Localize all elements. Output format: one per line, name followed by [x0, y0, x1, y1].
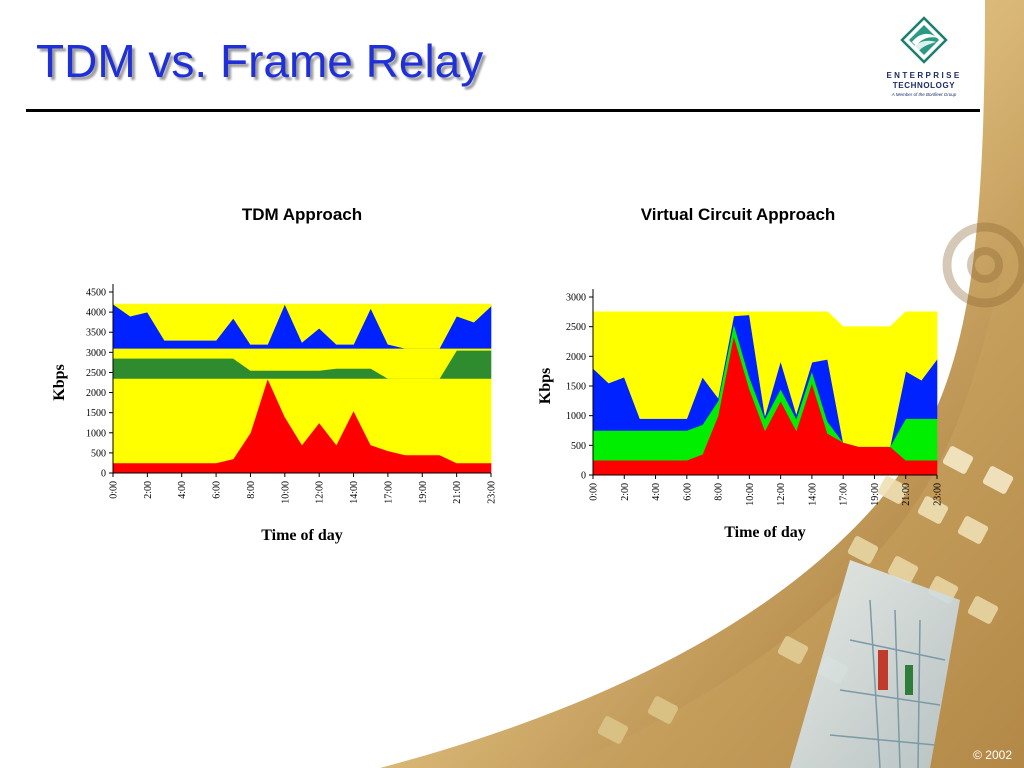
x-tick-label: 21:00 — [901, 483, 912, 506]
x-tick-label: 2:00 — [620, 483, 631, 501]
x-tick-label: 6:00 — [682, 483, 693, 501]
x-tick-label: 23:00 — [487, 481, 498, 504]
x-tick-label: 8:00 — [246, 481, 257, 499]
y-tick-label: 1500 — [86, 408, 106, 419]
copyright-text: © 2002 — [973, 748, 1012, 762]
x-axis-title: Time of day — [261, 527, 342, 544]
logo-text-line1: ENTERPRISE — [886, 71, 962, 80]
y-tick-label: 3000 — [566, 293, 586, 304]
y-tick-label: 2500 — [566, 322, 586, 333]
diamond-logo-icon — [900, 16, 948, 64]
logo-text-line3: A Member of the Bonfleet Group — [891, 92, 957, 97]
y-tick-label: 4000 — [86, 308, 106, 319]
area-series-6 — [112, 303, 492, 349]
company-logo: ENTERPRISE TECHNOLOGY A Member of the Bo… — [876, 16, 972, 100]
y-tick-label: 1000 — [566, 411, 586, 422]
x-tick-label: 12:00 — [776, 483, 787, 506]
x-tick-label: 6:00 — [212, 481, 223, 499]
x-tick-label: 17:00 — [839, 483, 850, 506]
y-tick-label: 500 — [571, 441, 586, 452]
x-axis-title: Time of day — [724, 524, 805, 541]
x-tick-label: 2:00 — [143, 481, 154, 499]
area-series-4 — [592, 311, 938, 447]
y-tick-label: 3000 — [86, 348, 106, 359]
chart-title: Virtual Circuit Approach — [641, 205, 836, 224]
y-tick-label: 3500 — [86, 328, 106, 339]
x-tick-label: 4:00 — [651, 483, 662, 501]
x-tick-label: 8:00 — [714, 483, 725, 501]
x-tick-label: 4:00 — [177, 481, 188, 499]
y-tick-label: 2000 — [86, 388, 106, 399]
y-tick-label: 1500 — [566, 382, 586, 393]
y-axis-title: Kbps — [537, 368, 554, 404]
x-tick-label: 19:00 — [418, 481, 429, 504]
chart-title: TDM Approach — [242, 205, 362, 224]
x-tick-label: 23:00 — [933, 483, 944, 506]
title-divider — [26, 109, 980, 112]
x-tick-label: 17:00 — [383, 481, 394, 504]
x-tick-label: 21:00 — [452, 481, 463, 504]
x-tick-label: 14:00 — [349, 481, 360, 504]
tdm-approach-chart: TDM Approach 0 500 1000 1500 2000 2500 3000 3500… — [51, 205, 498, 544]
y-tick-label: 2000 — [566, 352, 586, 363]
slide-title: TDM vs. Frame Relay — [36, 35, 484, 87]
virtual-circuit-chart: Virtual Circuit Approach 0 500 1000 1500 2000… — [537, 205, 944, 541]
x-tick-label: 0:00 — [109, 481, 120, 499]
y-tick-label: 2500 — [86, 368, 106, 379]
at-symbol — [942, 222, 1024, 308]
y-tick-label: 1000 — [86, 428, 106, 439]
x-tick-label: 10:00 — [745, 483, 756, 506]
x-tick-label: 14:00 — [807, 483, 818, 506]
y-tick-label: 4500 — [86, 288, 106, 299]
logo-text-line2: TECHNOLOGY — [892, 81, 956, 90]
y-tick-label: 500 — [91, 448, 106, 459]
y-tick-label: 0 — [581, 471, 586, 482]
y-tick-label: 0 — [101, 469, 106, 480]
x-tick-label: 0:00 — [589, 483, 600, 501]
x-tick-label: 10:00 — [280, 481, 291, 504]
x-tick-label: 19:00 — [870, 483, 881, 506]
x-tick-label: 12:00 — [315, 481, 326, 504]
spreadsheet-screen — [790, 560, 960, 768]
y-axis-title: Kbps — [51, 364, 68, 400]
